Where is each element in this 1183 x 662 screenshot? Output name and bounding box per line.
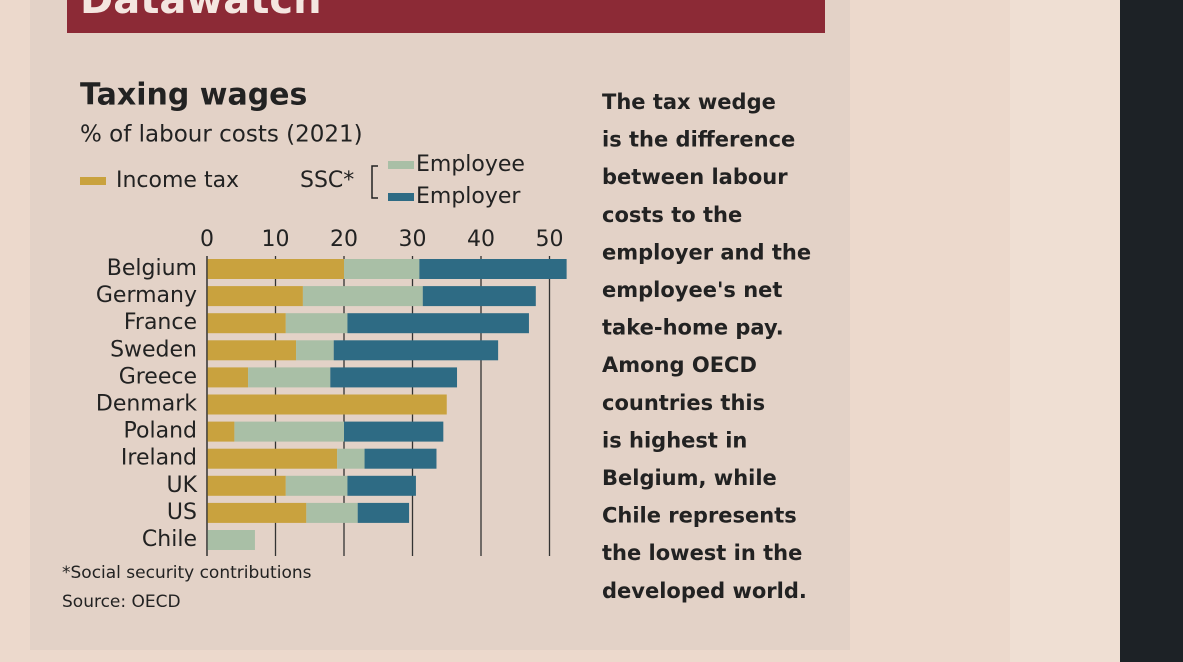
- bar-segment: [364, 448, 437, 469]
- y-tick-label: France: [124, 310, 197, 335]
- sidebar-text: countries this: [602, 391, 765, 415]
- sidebar-text: The tax wedge: [602, 90, 776, 114]
- sidebar-text: costs to the: [602, 203, 742, 227]
- bar-segment: [234, 421, 344, 442]
- legend-swatch: [388, 161, 414, 169]
- y-tick-label: Denmark: [96, 392, 197, 417]
- y-tick-label: US: [167, 500, 197, 525]
- y-tick-label: Greece: [119, 364, 197, 389]
- bar-segment: [333, 340, 499, 361]
- x-tick-label: 10: [262, 227, 290, 252]
- legend-label: Employee: [416, 152, 525, 177]
- sidebar-text: is highest in: [602, 428, 747, 452]
- bar-segment: [207, 448, 338, 469]
- sidebar-text: the lowest in the: [602, 541, 802, 565]
- x-tick-label: 0: [200, 227, 214, 252]
- sidebar-text: between labour: [602, 165, 788, 189]
- paper-edge: [1010, 0, 1120, 662]
- bar-segment: [422, 286, 536, 307]
- x-tick-label: 20: [330, 227, 358, 252]
- bar-segment: [207, 340, 297, 361]
- bar-segment: [207, 421, 235, 442]
- sidebar-text: developed world.: [602, 579, 807, 603]
- sidebar-text: Among OECD: [602, 353, 757, 377]
- bar-segment: [248, 367, 331, 388]
- y-tick-label: Germany: [96, 283, 197, 308]
- x-tick-label: 30: [399, 227, 427, 252]
- header-title: Datawatch: [80, 0, 322, 23]
- legend-swatch: [388, 193, 414, 201]
- y-tick-label: Ireland: [121, 446, 197, 471]
- bar-segment: [207, 259, 344, 279]
- sidebar-text: employee's net: [602, 278, 782, 302]
- sidebar-text: Belgium, while: [602, 466, 777, 490]
- bar-segment: [285, 313, 348, 334]
- y-tick-label: Belgium: [107, 256, 197, 281]
- bar-segment: [207, 475, 286, 496]
- bar-segment: [285, 475, 348, 496]
- x-tick-label: 50: [536, 227, 564, 252]
- header-bar: [67, 0, 825, 33]
- y-tick-label: UK: [166, 473, 197, 498]
- bar-segment: [347, 475, 416, 496]
- legend-bracket: [371, 165, 378, 199]
- bar-segment: [357, 502, 410, 523]
- bar-segment: [296, 340, 334, 361]
- sidebar-text: employer and the: [602, 240, 811, 264]
- bar-segment: [344, 259, 420, 279]
- bar-segment: [337, 448, 365, 469]
- bar-segment: [207, 313, 286, 334]
- y-tick-label: Chile: [142, 527, 197, 552]
- bar-segment: [302, 286, 423, 307]
- legend-label: Employer: [416, 184, 521, 209]
- y-tick-label: Poland: [124, 419, 197, 444]
- legend-label: Income tax: [116, 168, 239, 193]
- bar-segment: [207, 367, 249, 388]
- sidebar-text: take-home pay.: [602, 316, 784, 340]
- sidebar-text: Chile represents: [602, 504, 797, 528]
- bar-segment: [207, 530, 255, 550]
- bar-segment: [306, 502, 358, 523]
- chart-subtitle: % of labour costs (2021): [80, 122, 363, 148]
- bar-segment: [207, 286, 303, 307]
- bar-segment: [344, 421, 444, 442]
- sidebar-text: is the difference: [602, 128, 795, 152]
- source: Source: OECD: [62, 592, 181, 612]
- bar-segment: [207, 502, 307, 523]
- bar-segment: [419, 259, 567, 279]
- footnote: *Social security contributions: [62, 563, 312, 583]
- bar-segment: [330, 367, 458, 388]
- legend-group: SSC*: [300, 168, 354, 193]
- bar-segment: [347, 313, 529, 334]
- chart-title: Taxing wages: [80, 78, 307, 113]
- legend-swatch: [80, 177, 106, 185]
- bar-segment: [207, 394, 447, 415]
- y-tick-label: Sweden: [110, 337, 197, 362]
- x-tick-label: 40: [467, 227, 495, 252]
